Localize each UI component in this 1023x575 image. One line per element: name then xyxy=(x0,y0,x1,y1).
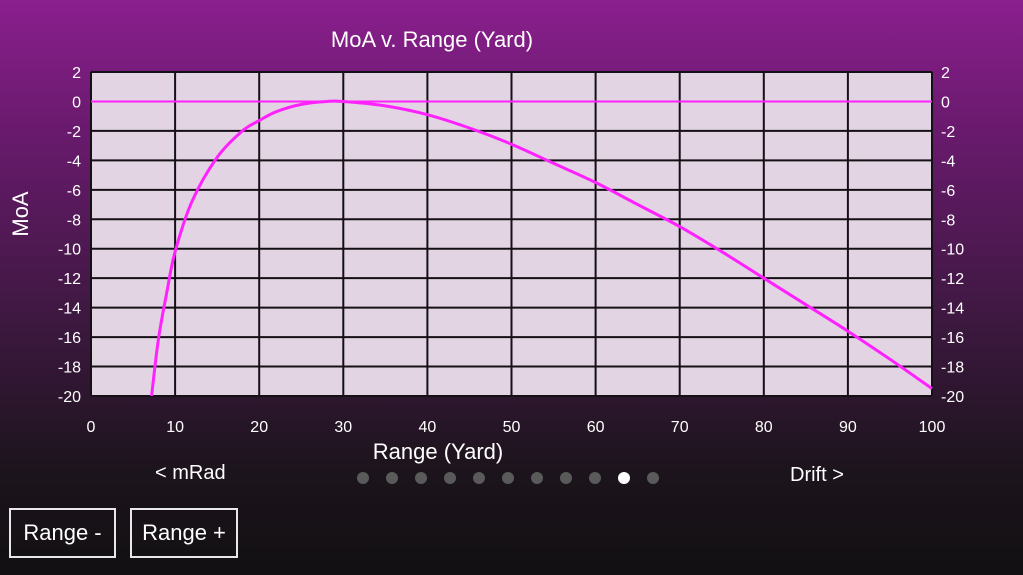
y-tick-label-left: -18 xyxy=(58,360,81,377)
y-tick-label-left: -16 xyxy=(58,330,81,347)
left-y-tick-labels: 2 0 -2 -4 -6 -8 -10 -12 -14 -16 -18 -20 xyxy=(58,65,81,406)
y-tick-label-left: -4 xyxy=(67,153,81,170)
x-tick-label: 20 xyxy=(250,419,268,436)
x-tick-label: 10 xyxy=(166,419,184,436)
page-dot[interactable] xyxy=(357,472,369,484)
y-tick-label-left: -6 xyxy=(67,183,81,200)
y-tick-label-left: -14 xyxy=(58,301,81,318)
x-tick-labels: 0 10 20 30 40 50 60 70 80 90 100 xyxy=(87,419,946,436)
y-tick-label-right: -18 xyxy=(941,360,964,377)
y-axis-label: MoA xyxy=(8,191,33,237)
page-dot-active[interactable] xyxy=(618,472,630,484)
x-tick-label: 100 xyxy=(919,419,946,436)
page-dot[interactable] xyxy=(473,472,485,484)
x-tick-label: 50 xyxy=(503,419,521,436)
page-dot[interactable] xyxy=(444,472,456,484)
page-dot[interactable] xyxy=(531,472,543,484)
page-dot[interactable] xyxy=(502,472,514,484)
y-tick-label-left: -10 xyxy=(58,242,81,259)
y-tick-label-right: -12 xyxy=(941,271,964,288)
y-tick-label-left: -20 xyxy=(58,389,81,406)
chart-title: MoA v. Range (Yard) xyxy=(331,27,533,52)
y-tick-label-right: -8 xyxy=(941,212,955,229)
x-tick-label: 30 xyxy=(334,419,352,436)
y-tick-label-right: 0 xyxy=(941,94,950,111)
page-dot[interactable] xyxy=(560,472,572,484)
y-tick-label-right: -14 xyxy=(941,301,964,318)
y-tick-label-right: -6 xyxy=(941,183,955,200)
next-page-drift-link[interactable]: Drift > xyxy=(790,464,844,486)
x-tick-label: 70 xyxy=(671,419,689,436)
y-tick-label-right: -2 xyxy=(941,124,955,141)
y-tick-label-right: -16 xyxy=(941,330,964,347)
y-tick-label-left: 2 xyxy=(72,65,81,82)
grid-lines xyxy=(90,71,933,397)
page-dot[interactable] xyxy=(589,472,601,484)
x-tick-label: 80 xyxy=(755,419,773,436)
x-tick-label: 40 xyxy=(419,419,437,436)
range-plus-button[interactable]: Range + xyxy=(130,508,238,558)
page-dot[interactable] xyxy=(647,472,659,484)
right-y-tick-labels: 2 0 -2 -4 -6 -8 -10 -12 -14 -16 -18 -20 xyxy=(941,65,964,406)
y-tick-label-left: 0 xyxy=(72,94,81,111)
x-tick-label: 0 xyxy=(87,419,96,436)
page-dot[interactable] xyxy=(415,472,427,484)
y-tick-label-right: 2 xyxy=(941,65,950,82)
y-tick-label-left: -12 xyxy=(58,271,81,288)
page-indicator[interactable] xyxy=(357,468,659,488)
y-tick-label-left: -8 xyxy=(67,212,81,229)
x-tick-label: 90 xyxy=(839,419,857,436)
series-line xyxy=(150,99,933,397)
range-minus-button[interactable]: Range - xyxy=(9,508,116,558)
y-tick-label-right: -4 xyxy=(941,153,955,170)
y-tick-label-right: -20 xyxy=(941,389,964,406)
page-dot[interactable] xyxy=(386,472,398,484)
prev-page-mrad-link[interactable]: < mRad xyxy=(155,462,226,484)
y-tick-label-right: -10 xyxy=(941,242,964,259)
x-tick-label: 60 xyxy=(587,419,605,436)
x-axis-label: Range (Yard) xyxy=(373,439,503,464)
y-tick-label-left: -2 xyxy=(67,124,81,141)
